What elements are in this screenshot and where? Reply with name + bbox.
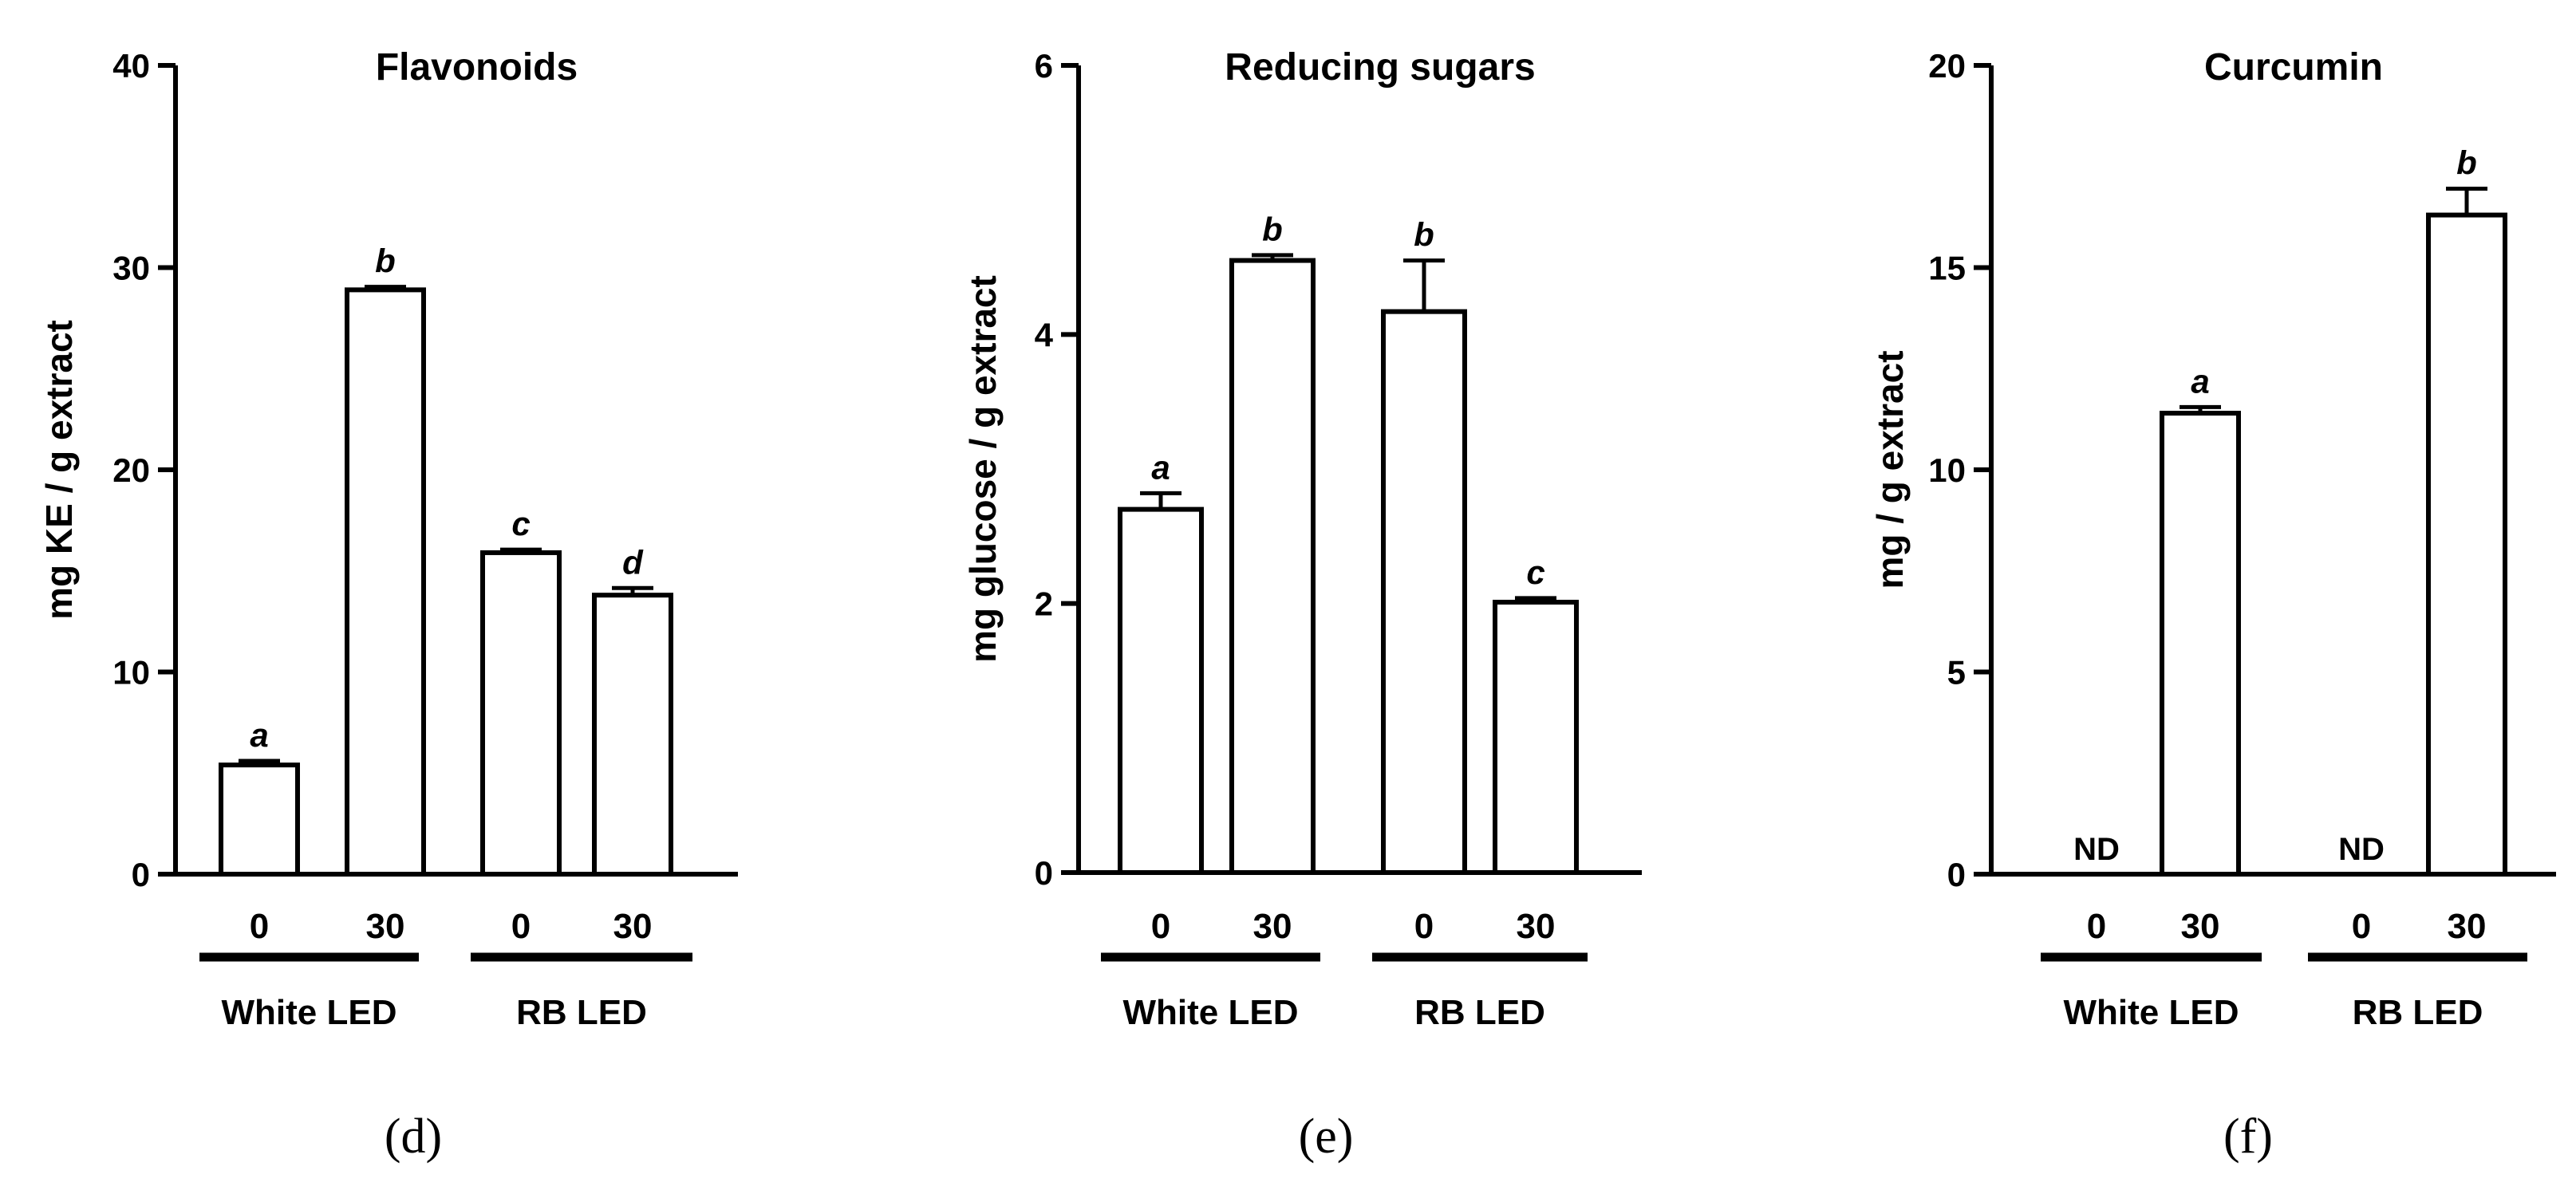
chart-2-title: Curcumin — [2204, 46, 2383, 89]
chart-0-category-label: 30 — [366, 907, 405, 946]
chart-2-bar — [2426, 212, 2507, 877]
chart-0-significance-letter: c — [511, 505, 530, 542]
chart-2-significance-letter: a — [2191, 362, 2209, 400]
chart-1-bar — [1493, 599, 1579, 875]
chart-2: 0 5 10 15 20 Curcumin mg / g extract ND a ND b 0 30 0… — [1869, 46, 2556, 1164]
chart-0: 0 10 20 30 40 Flavonoids mg KE / g extract a b c d… — [38, 46, 738, 1164]
chart-0-category-label: 0 — [511, 907, 531, 946]
chart-1-panel-label: (e) — [1299, 1109, 1354, 1164]
chart-1-ytick-label: 6 — [1035, 47, 1053, 85]
chart-1-title: Reducing sugars — [1225, 46, 1535, 89]
chart-0-ytick-label: 20 — [112, 451, 150, 489]
chart-1-significance-letter: b — [1262, 211, 1283, 248]
chart-2-ytick-label: 5 — [1947, 654, 1966, 692]
chart-0-bar — [480, 550, 562, 877]
chart-0-significance-letter: a — [250, 716, 268, 754]
chart-1-category-label: 0 — [1414, 907, 1434, 946]
chart-1: 0 2 4 6 Reducing sugars mg glucose / g extrac… — [962, 46, 1642, 1164]
chart-0-group-label: White LED — [222, 993, 397, 1032]
chart-0-title: Flavonoids — [376, 46, 578, 89]
chart-1-ytick-label: 0 — [1035, 854, 1053, 892]
chart-1-significance-letter: c — [1526, 554, 1544, 591]
chart-1-ylabel: mg glucose / g extract — [962, 275, 1004, 663]
chart-2-ytick-label: 20 — [1928, 47, 1966, 85]
chart-2-category-label: 30 — [2448, 907, 2487, 946]
chart-0-significance-letter: b — [375, 242, 396, 280]
chart-1-bar — [1381, 309, 1467, 876]
chart-0-panel-label: (d) — [385, 1109, 442, 1164]
chart-0-bar — [345, 287, 426, 877]
chart-2-ytick-label: 15 — [1928, 250, 1966, 287]
chart-0-ytick-label: 0 — [132, 856, 150, 893]
chart-2-nd-label: ND — [2338, 832, 2385, 867]
chart-0-group-label: RB LED — [516, 993, 647, 1032]
chart-0-bar — [592, 593, 673, 877]
chart-2-ytick-label: 10 — [1928, 451, 1966, 489]
chart-0-ytick-label: 40 — [112, 47, 150, 85]
chart-1-category-label: 30 — [1253, 907, 1292, 946]
chart-1-ytick-label: 2 — [1035, 585, 1053, 623]
chart-1-ytick-label: 4 — [1035, 316, 1054, 353]
chart-2-significance-letter: b — [2456, 144, 2477, 182]
chart-0-ytick-label: 30 — [112, 250, 150, 287]
chart-1-group-label: White LED — [1123, 993, 1299, 1032]
chart-0-ylabel: mg KE / g extract — [38, 320, 80, 620]
chart-1-bar — [1229, 258, 1316, 876]
chart-1-significance-letter: a — [1151, 448, 1170, 486]
chart-2-panel-label: (f) — [2223, 1109, 2273, 1164]
chart-2-bar — [2160, 411, 2241, 877]
chart-0-bar — [219, 763, 300, 877]
chart-1-group-label: RB LED — [1414, 993, 1545, 1032]
chart-0-category-label: 30 — [613, 907, 653, 946]
chart-1-bar — [1118, 506, 1204, 875]
chart-2-ytick-label: 0 — [1947, 856, 1966, 893]
chart-2-group-label: White LED — [2064, 993, 2239, 1032]
chart-2-category-label: 30 — [2181, 907, 2220, 946]
chart-1-significance-letter: b — [1414, 216, 1434, 254]
chart-0-significance-letter: d — [622, 543, 644, 581]
chart-2-group-label: RB LED — [2353, 993, 2483, 1032]
chart-1-category-label: 0 — [1151, 907, 1170, 946]
chart-2-ylabel: mg / g extract — [1869, 350, 1911, 589]
chart-1-category-label: 30 — [1517, 907, 1556, 946]
chart-2-category-label: 0 — [2352, 907, 2371, 946]
chart-2-nd-label: ND — [2073, 832, 2120, 867]
chart-2-category-label: 0 — [2087, 907, 2106, 946]
chart-0-category-label: 0 — [250, 907, 269, 946]
chart-0-ytick-label: 10 — [112, 654, 150, 692]
